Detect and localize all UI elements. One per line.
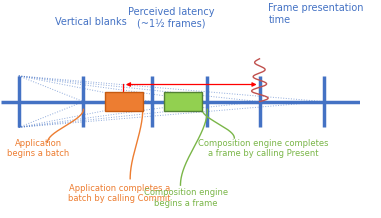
Text: Perceived latency
(~1½ frames): Perceived latency (~1½ frames) bbox=[128, 7, 215, 29]
FancyBboxPatch shape bbox=[105, 92, 143, 111]
Text: Application completes a
batch by calling Commit: Application completes a batch by calling… bbox=[68, 184, 171, 203]
Text: Application
begins a batch: Application begins a batch bbox=[7, 139, 70, 158]
Text: Frame presentation
time: Frame presentation time bbox=[269, 3, 364, 25]
Text: Vertical blanks: Vertical blanks bbox=[55, 17, 126, 27]
Text: Composition engine completes
a frame by calling Present: Composition engine completes a frame by … bbox=[198, 139, 328, 158]
FancyBboxPatch shape bbox=[164, 92, 202, 111]
Text: Composition engine
begins a frame: Composition engine begins a frame bbox=[144, 188, 228, 208]
